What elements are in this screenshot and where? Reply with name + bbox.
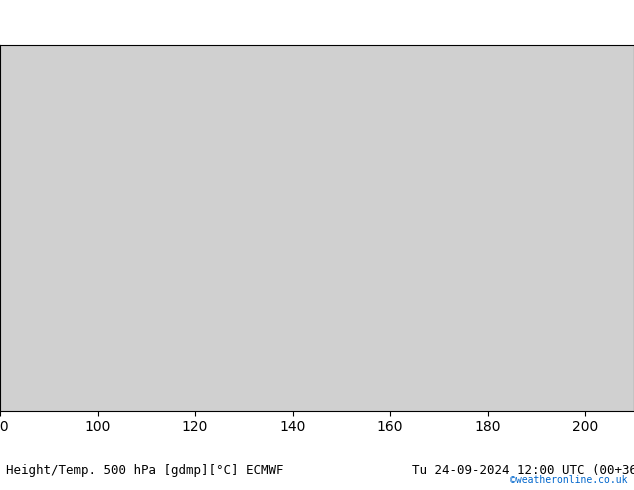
Text: Height/Temp. 500 hPa [gdmp][°C] ECMWF: Height/Temp. 500 hPa [gdmp][°C] ECMWF: [6, 464, 284, 477]
Text: Tu 24-09-2024 12:00 UTC (00+36): Tu 24-09-2024 12:00 UTC (00+36): [412, 464, 634, 477]
Text: ©weatheronline.co.uk: ©weatheronline.co.uk: [510, 475, 628, 485]
